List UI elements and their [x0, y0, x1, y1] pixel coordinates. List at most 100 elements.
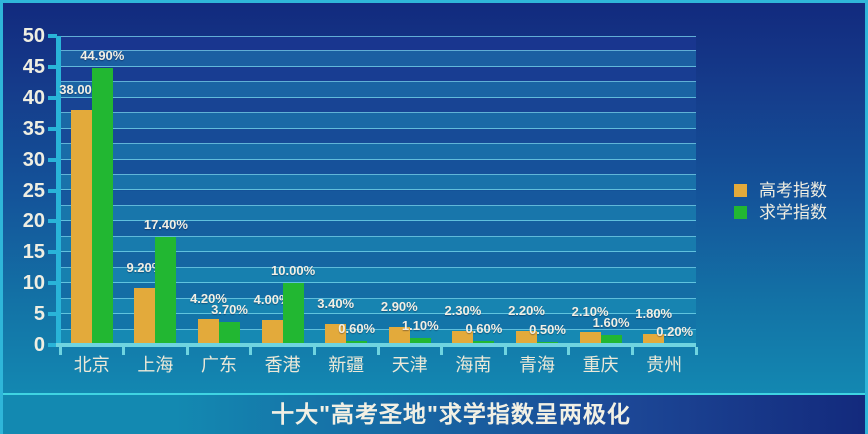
bar	[261, 320, 283, 345]
gridline-band	[60, 205, 696, 222]
y-tick-label: 5	[33, 303, 45, 326]
category-label: 贵州	[646, 355, 683, 375]
category-label: 上海	[137, 355, 174, 375]
y-tick	[48, 250, 57, 255]
y-tick	[48, 34, 57, 38]
gridline-band	[60, 159, 696, 176]
gridline-band	[60, 267, 696, 284]
gridline-band	[60, 82, 696, 98]
y-tick	[48, 219, 57, 224]
y-tick	[48, 188, 57, 193]
legend-item-gaokao: 高考指数	[734, 179, 827, 201]
category-label: 新疆	[328, 355, 365, 375]
gridline-band	[60, 221, 696, 237]
gridline-band	[60, 51, 696, 67]
y-tick	[48, 126, 57, 131]
x-tick	[440, 347, 444, 355]
category-label: 天津	[391, 355, 428, 375]
gridline-band	[60, 283, 696, 299]
gridline-band	[60, 144, 696, 160]
value-label: 4.00%	[253, 292, 291, 308]
value-label: 2.90%	[380, 299, 418, 315]
bar	[516, 331, 537, 345]
y-tick	[48, 64, 57, 69]
legend-label: 高考指数	[759, 180, 827, 200]
x-tick	[503, 347, 507, 355]
legend-label: 求学指数	[759, 202, 827, 222]
value-label: 3.40%	[317, 295, 355, 311]
value-label: 0.60%	[338, 321, 376, 337]
value-label: 0.20%	[656, 323, 694, 339]
category-label: 青海	[519, 355, 555, 375]
bar	[579, 332, 601, 345]
bar-chart: 高考指数 求学指数 0 5 10 15 20 25 30 35 40 45 50 38.00% 9.20…	[3, 3, 865, 395]
value-label: 1.10%	[401, 318, 439, 334]
x-tick	[567, 347, 571, 355]
gridline-band	[60, 113, 696, 129]
x-tick	[185, 347, 189, 355]
y-tick-label: 15	[22, 241, 45, 264]
bar	[409, 338, 431, 345]
value-label: 17.40%	[143, 217, 188, 233]
y-tick-label: 10	[22, 272, 45, 295]
x-tick	[58, 347, 62, 355]
x-axis-line	[56, 343, 696, 347]
value-label: 3.70%	[211, 302, 248, 318]
value-label: 10.00%	[271, 263, 316, 279]
y-tick	[48, 343, 57, 347]
legend-item-qiuxue: 求学指数	[734, 201, 827, 223]
bar	[134, 288, 156, 345]
legend-swatch-green	[734, 205, 747, 219]
x-tick	[376, 347, 380, 355]
gridline-band	[60, 175, 696, 191]
y-tick-label: 30	[22, 148, 45, 171]
value-label: 0.60%	[465, 321, 503, 337]
category-label: 广东	[201, 355, 237, 375]
bar	[70, 110, 92, 345]
y-tick-label: 25	[22, 179, 45, 202]
y-tick-label: 50	[22, 25, 45, 47]
gridline-band	[60, 36, 696, 52]
value-label: 0.50%	[529, 321, 566, 337]
chart-title: 十大"高考圣地"求学指数呈两极化	[271, 401, 631, 427]
bar	[600, 335, 622, 345]
gridline-band	[60, 97, 696, 114]
value-label: 1.80%	[635, 305, 673, 321]
value-label: 44.90%	[80, 47, 125, 63]
bar	[91, 67, 113, 345]
gridline-band	[60, 252, 696, 268]
gridline-top	[60, 36, 696, 37]
value-label: 4.20%	[190, 291, 227, 307]
y-tick	[48, 95, 57, 100]
bar	[643, 333, 665, 345]
bar	[198, 319, 219, 345]
bar	[282, 283, 304, 345]
title-bar: 十大"高考圣地"求学指数呈两极化	[3, 393, 865, 434]
y-tick-label: 40	[22, 86, 45, 109]
category-label: 北京	[73, 355, 110, 375]
y-tick	[48, 312, 57, 317]
gridline-band	[60, 128, 696, 145]
category-label: 重庆	[582, 355, 619, 375]
value-label: 1.60%	[592, 315, 630, 331]
bar	[388, 327, 410, 345]
legend: 高考指数 求学指数	[734, 179, 827, 223]
bar	[219, 322, 240, 345]
y-tick-label: 20	[22, 210, 45, 233]
y-axis-line	[56, 36, 61, 345]
bar	[155, 237, 177, 345]
value-label: 9.20%	[126, 260, 164, 276]
x-tick	[122, 347, 126, 355]
y-tick	[48, 157, 57, 162]
y-tick-label: 0	[33, 334, 45, 356]
y-tick	[48, 281, 57, 286]
y-tick-label: 45	[22, 55, 45, 78]
value-label: 2.30%	[444, 302, 482, 318]
gridline-band	[60, 298, 696, 315]
bar	[452, 330, 474, 345]
legend-swatch-orange	[734, 183, 747, 197]
x-tick	[312, 347, 316, 355]
bar	[325, 323, 347, 345]
x-tick	[630, 347, 634, 355]
